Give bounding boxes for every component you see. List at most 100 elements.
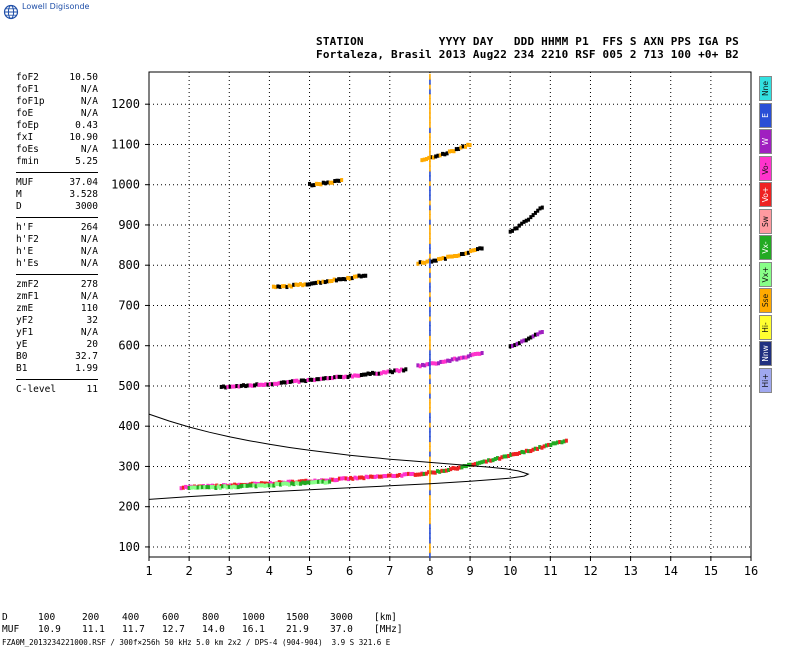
param-row: MUF 37.04 <box>16 177 98 189</box>
streak-point <box>429 238 431 245</box>
streak-point <box>429 83 431 90</box>
echo-point <box>237 384 241 389</box>
param-name: zmE <box>16 303 34 314</box>
echo-point <box>515 341 519 346</box>
echo-point <box>179 486 183 491</box>
streak-point <box>429 73 431 80</box>
echo-point <box>371 474 375 479</box>
echo-point <box>517 341 521 346</box>
y-tick-label: 1200 <box>111 97 140 111</box>
echo-point <box>438 153 442 158</box>
echo-point <box>375 474 379 479</box>
streak-point <box>429 286 431 293</box>
echo-point <box>399 367 403 372</box>
echo-point <box>458 465 462 470</box>
streak-point <box>429 267 431 274</box>
echo-point <box>431 470 435 475</box>
logo-text: Lowell Digisonde <box>22 2 90 11</box>
echo-point <box>279 380 283 385</box>
echo-point <box>398 472 402 477</box>
echo-point <box>436 153 440 158</box>
streak-point <box>429 484 431 491</box>
muf-table: D 100 200 400 600 800 1000 1500 3000 [km] MUF 10.9… <box>2 612 414 636</box>
echo-point <box>520 449 524 454</box>
streak-point <box>429 88 431 95</box>
echo-point <box>328 477 332 482</box>
echo-point <box>522 450 526 455</box>
echo-point <box>448 358 452 363</box>
echo-point <box>402 472 406 477</box>
echo-point <box>342 476 346 481</box>
param-row: foE N/A <box>16 108 98 120</box>
echo-point <box>439 359 443 364</box>
echo-point <box>250 383 254 388</box>
streak-point <box>429 469 431 476</box>
echo-point <box>341 276 345 281</box>
echo-point <box>442 468 446 473</box>
param-value: N/A <box>80 144 98 155</box>
legend-label: W <box>761 137 770 146</box>
echo-point <box>331 477 335 482</box>
echo-point <box>462 251 466 256</box>
echo-point <box>560 440 564 445</box>
echo-point <box>533 210 537 215</box>
x-tick-label: 5 <box>306 564 313 578</box>
echo-point <box>509 452 513 457</box>
y-tick-label: 1100 <box>111 137 140 151</box>
echo-point <box>466 354 470 359</box>
echo-point <box>241 383 245 388</box>
echo-point <box>348 276 352 281</box>
echo-point <box>255 382 259 387</box>
echo-point <box>267 483 271 488</box>
echo-point <box>205 485 209 490</box>
echo-point <box>440 468 444 473</box>
param-separator <box>16 172 98 173</box>
echo-point <box>462 464 466 469</box>
echo-point <box>308 480 312 485</box>
param-name: C-level <box>16 384 57 395</box>
echo-point <box>294 481 298 486</box>
echo-point <box>457 253 461 258</box>
echo-point <box>438 469 442 474</box>
param-row: B0 32.7 <box>16 351 98 363</box>
param-name: foF1p <box>16 96 45 107</box>
streak-point <box>429 102 431 109</box>
param-name: B0 <box>16 351 28 362</box>
x-tick-label: 7 <box>386 564 393 578</box>
echo-point <box>351 476 355 481</box>
streak-point <box>429 276 431 283</box>
x-tick-label: 2 <box>186 564 193 578</box>
echo-point <box>538 445 542 450</box>
echo-point <box>443 152 447 157</box>
echo-point <box>227 484 231 489</box>
streak-point <box>429 242 431 249</box>
streak-point <box>429 532 431 539</box>
legend-swatch: Vo+ <box>759 182 772 207</box>
echo-point <box>551 441 555 446</box>
streak-point <box>429 305 431 312</box>
echo-point <box>333 375 337 380</box>
muf-cell: 16.1 <box>242 624 265 635</box>
param-value: 264 <box>80 222 98 233</box>
echo-point <box>393 474 397 479</box>
legend-swatch: Vx+ <box>759 261 772 287</box>
echo-point <box>441 255 445 260</box>
echo-point <box>281 481 285 486</box>
echo-point <box>350 374 354 379</box>
echo-point <box>439 256 443 261</box>
param-row: zmF1 N/A <box>16 291 98 303</box>
echo-point <box>455 466 459 471</box>
echo-point <box>219 384 223 389</box>
echo-point <box>266 382 270 387</box>
echo-point <box>305 282 309 287</box>
echo-point <box>564 438 568 443</box>
echo-point <box>434 258 438 263</box>
plot-frame <box>148 71 752 558</box>
echo-point <box>359 372 363 377</box>
echo-point <box>429 155 433 160</box>
echo-point <box>296 481 300 486</box>
streak-point <box>429 257 431 264</box>
echo-point <box>287 482 291 487</box>
echo-point <box>259 382 263 387</box>
legend-label: Hi- <box>761 321 770 333</box>
